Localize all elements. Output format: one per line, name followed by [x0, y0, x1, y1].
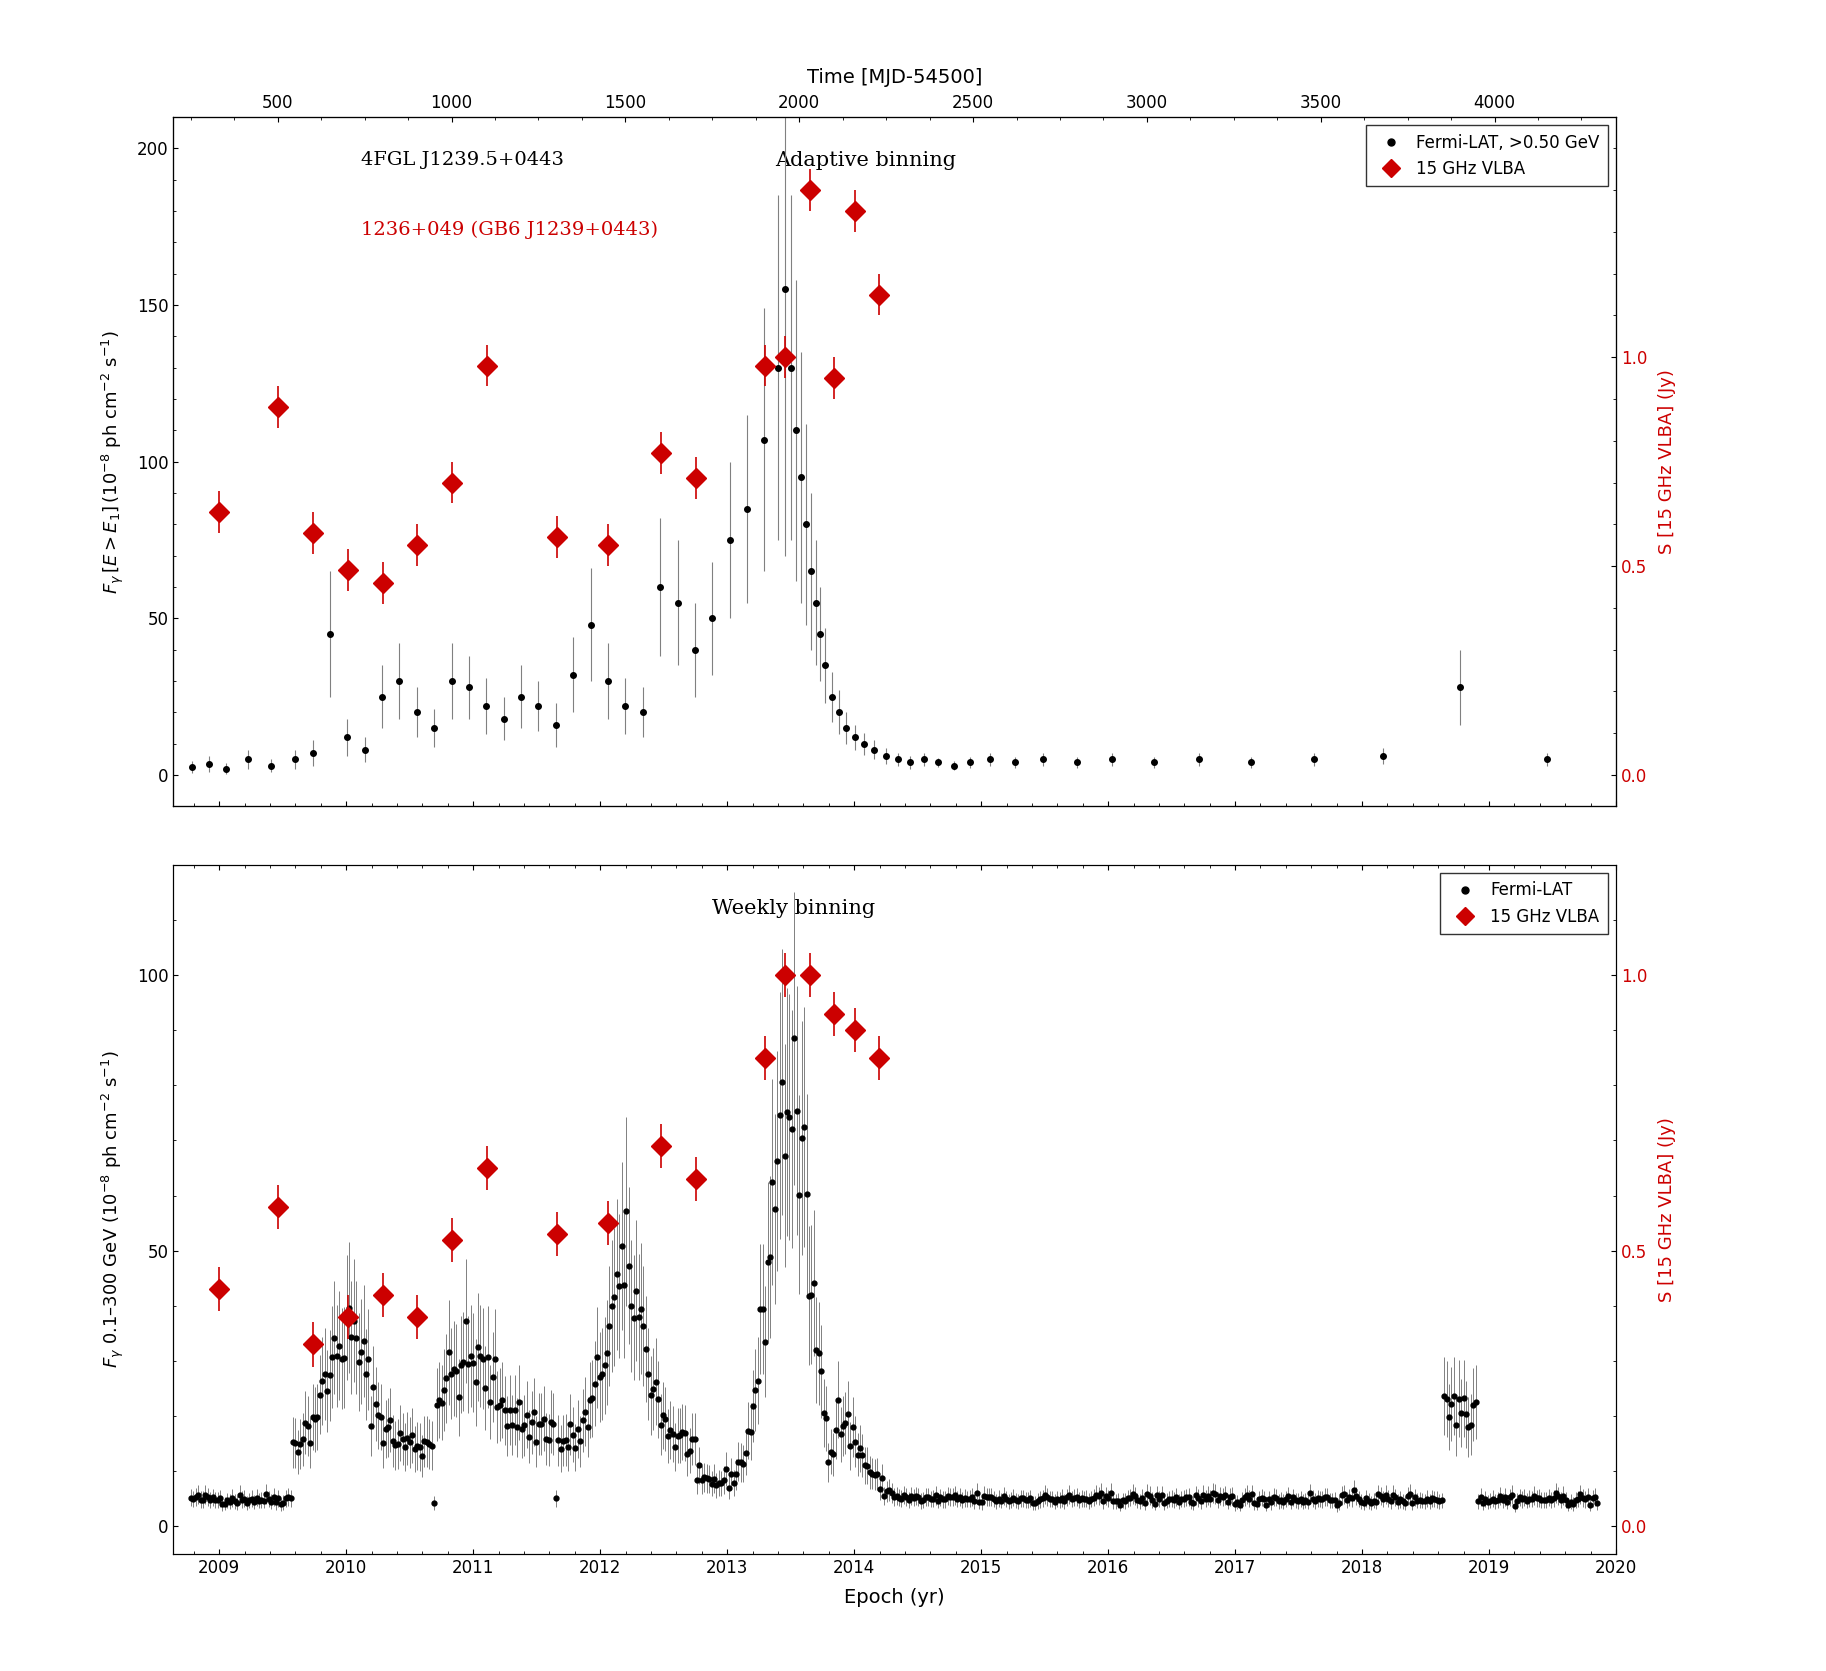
Text: Weekly binning: Weekly binning: [712, 899, 875, 917]
Legend: Fermi-LAT, 15 GHz VLBA: Fermi-LAT, 15 GHz VLBA: [1441, 872, 1607, 934]
Text: 1236+049 (GB6 J1239+0443): 1236+049 (GB6 J1239+0443): [362, 221, 657, 239]
Y-axis label: $F_\gamma\,[E>E_1]\,(10^{-8}\ \mathrm{ph\ cm^{-2}\ s^{-1}})$: $F_\gamma\,[E>E_1]\,(10^{-8}\ \mathrm{ph…: [100, 329, 126, 593]
Legend: Fermi-LAT, >0.50 GeV, 15 GHz VLBA: Fermi-LAT, >0.50 GeV, 15 GHz VLBA: [1366, 125, 1607, 185]
Y-axis label: S [15 GHz VLBA] (Jy): S [15 GHz VLBA] (Jy): [1658, 369, 1676, 555]
Text: 4FGL J1239.5+0443: 4FGL J1239.5+0443: [362, 152, 564, 169]
Text: Adaptive binning: Adaptive binning: [776, 152, 957, 170]
Y-axis label: $F_\gamma\ 0.1$–$300\ \mathrm{GeV}\ (10^{-8}\ \mathrm{ph\ cm^{-2}\ s^{-1}})$: $F_\gamma\ 0.1$–$300\ \mathrm{GeV}\ (10^…: [100, 1051, 126, 1369]
X-axis label: Time [MJD-54500]: Time [MJD-54500]: [807, 69, 982, 87]
X-axis label: Epoch (yr): Epoch (yr): [844, 1587, 946, 1608]
Y-axis label: S [15 GHz VLBA] (Jy): S [15 GHz VLBA] (Jy): [1658, 1116, 1676, 1302]
